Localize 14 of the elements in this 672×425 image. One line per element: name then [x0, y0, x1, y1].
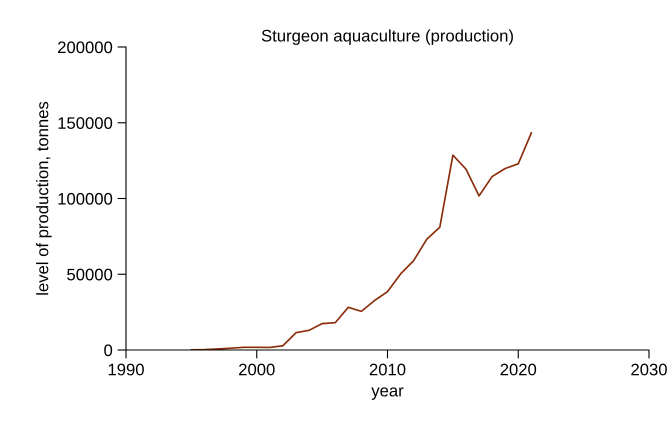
x-tick-label: 2000 — [239, 364, 275, 376]
line-series — [190, 132, 532, 350]
x-axis-title: year — [371, 387, 404, 400]
x-tick-label: 2010 — [370, 364, 406, 376]
x-tick-label: 2020 — [500, 364, 536, 376]
y-tick-label: 100000 — [58, 192, 112, 205]
y-tick-label: 50000 — [67, 268, 112, 280]
y-axis-title: level of production, tonnes — [36, 102, 52, 295]
y-tick-label: 150000 — [58, 117, 112, 129]
x-tick-label: 2030 — [631, 364, 667, 376]
y-tick-label: 0 — [104, 344, 112, 356]
x-tick-label: 1990 — [108, 364, 144, 376]
y-tick-label: 200000 — [58, 41, 112, 54]
chart-title: Sturgeon aquaculture (production) — [262, 29, 513, 45]
